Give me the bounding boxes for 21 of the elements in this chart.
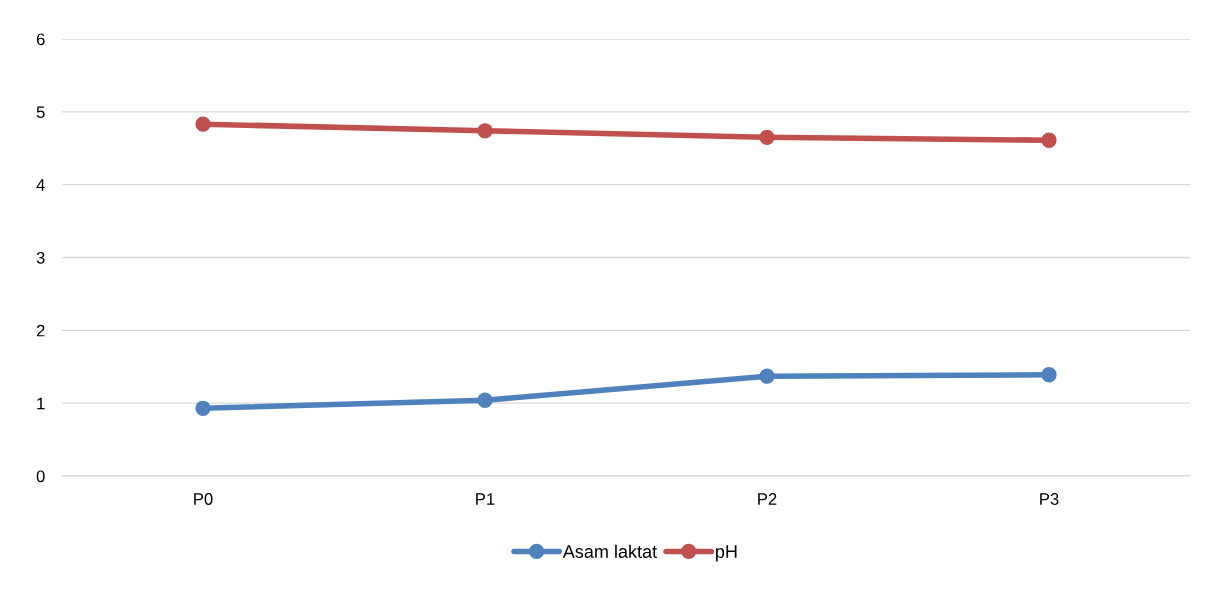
y-tick-label: 2 [36,324,45,337]
point [477,123,493,139]
x-tick-label: P1 [476,493,495,505]
point [1041,367,1057,383]
y-tick-label: 5 [36,106,45,119]
legend-label: Asam laktat [562,544,657,558]
y-tick-label: 3 [36,251,45,264]
point [195,400,211,416]
y-tick-label: 4 [36,179,45,191]
y-tick-label: 6 [36,33,45,46]
x-tick-label: P0 [194,493,213,505]
point [759,368,775,384]
x-tick-label: P2 [758,493,777,505]
y-tick-label: 0 [36,470,45,483]
x-tick-label: P3 [1040,493,1059,505]
point [1041,132,1057,148]
point [759,129,775,145]
point [195,116,211,132]
legend-label: pH [716,545,737,562]
point [477,392,493,408]
y-tick-label: 1 [37,397,45,410]
